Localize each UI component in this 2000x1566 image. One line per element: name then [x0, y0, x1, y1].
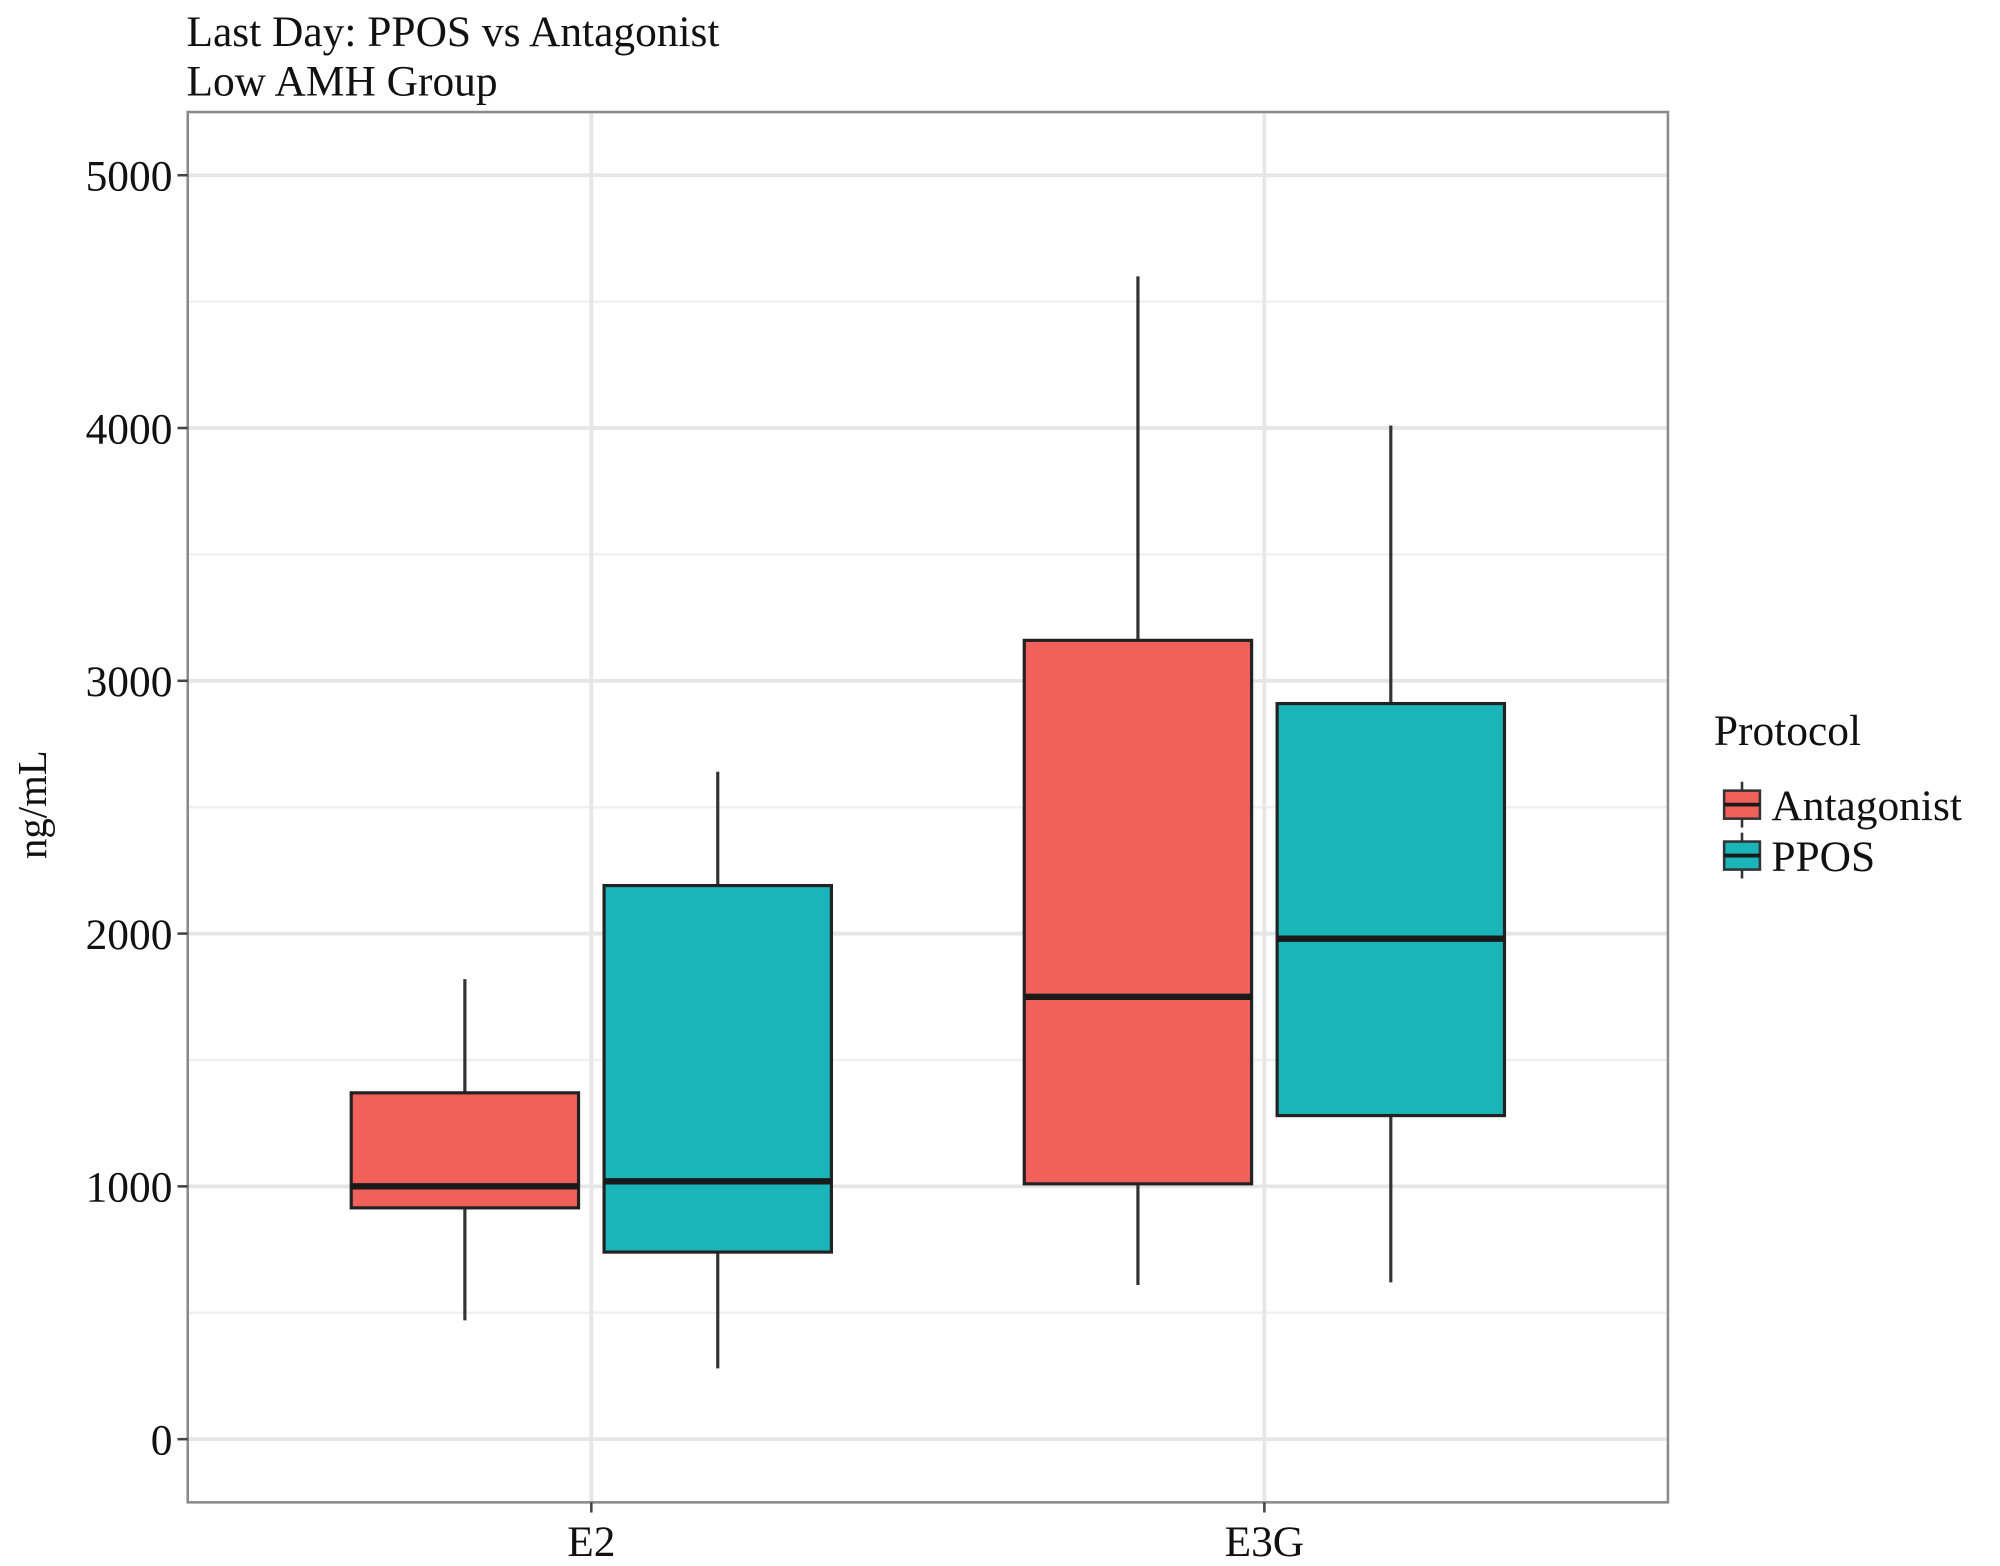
y-tick-label: 2000	[86, 911, 173, 959]
iqr-box	[1275, 701, 1507, 1118]
legend-title: Protocol	[1714, 707, 1861, 755]
y-tick-label: 1000	[86, 1164, 173, 1212]
iqr-box	[349, 1091, 581, 1210]
boxes	[349, 276, 1507, 1369]
box-antagonist-e2	[349, 979, 581, 1321]
iqr-box	[1022, 638, 1254, 1186]
x-tick-label: E3G	[1225, 1518, 1305, 1566]
y-tick-label: 0	[151, 1416, 173, 1464]
plot-border	[186, 110, 1670, 1504]
chart-title: Last Day: PPOS vs Antagonist	[186, 8, 719, 56]
y-tick-label: 5000	[86, 153, 173, 201]
y-tick-label: 3000	[86, 658, 173, 706]
x-tick-label: E2	[567, 1518, 615, 1566]
legend-item-antagonist: Antagonist	[1722, 781, 1962, 830]
chart-subtitle: Low AMH Group	[186, 58, 497, 106]
y-tick-label: 4000	[86, 405, 173, 453]
legend-item-ppos: PPOS	[1722, 832, 1875, 881]
box-antagonist-e3g	[1022, 276, 1254, 1285]
iqr-box	[602, 883, 834, 1254]
box-ppos-e2	[602, 771, 834, 1369]
legend-label: Antagonist	[1771, 782, 1962, 830]
legend-label: PPOS	[1771, 833, 1875, 881]
y-axis-label: ng/mL	[10, 750, 55, 859]
box-ppos-e3g	[1275, 425, 1507, 1283]
axes: 0 1000 2000 3000 4000 5000 E2 E3G	[86, 153, 1305, 1566]
gridlines	[187, 112, 1668, 1503]
